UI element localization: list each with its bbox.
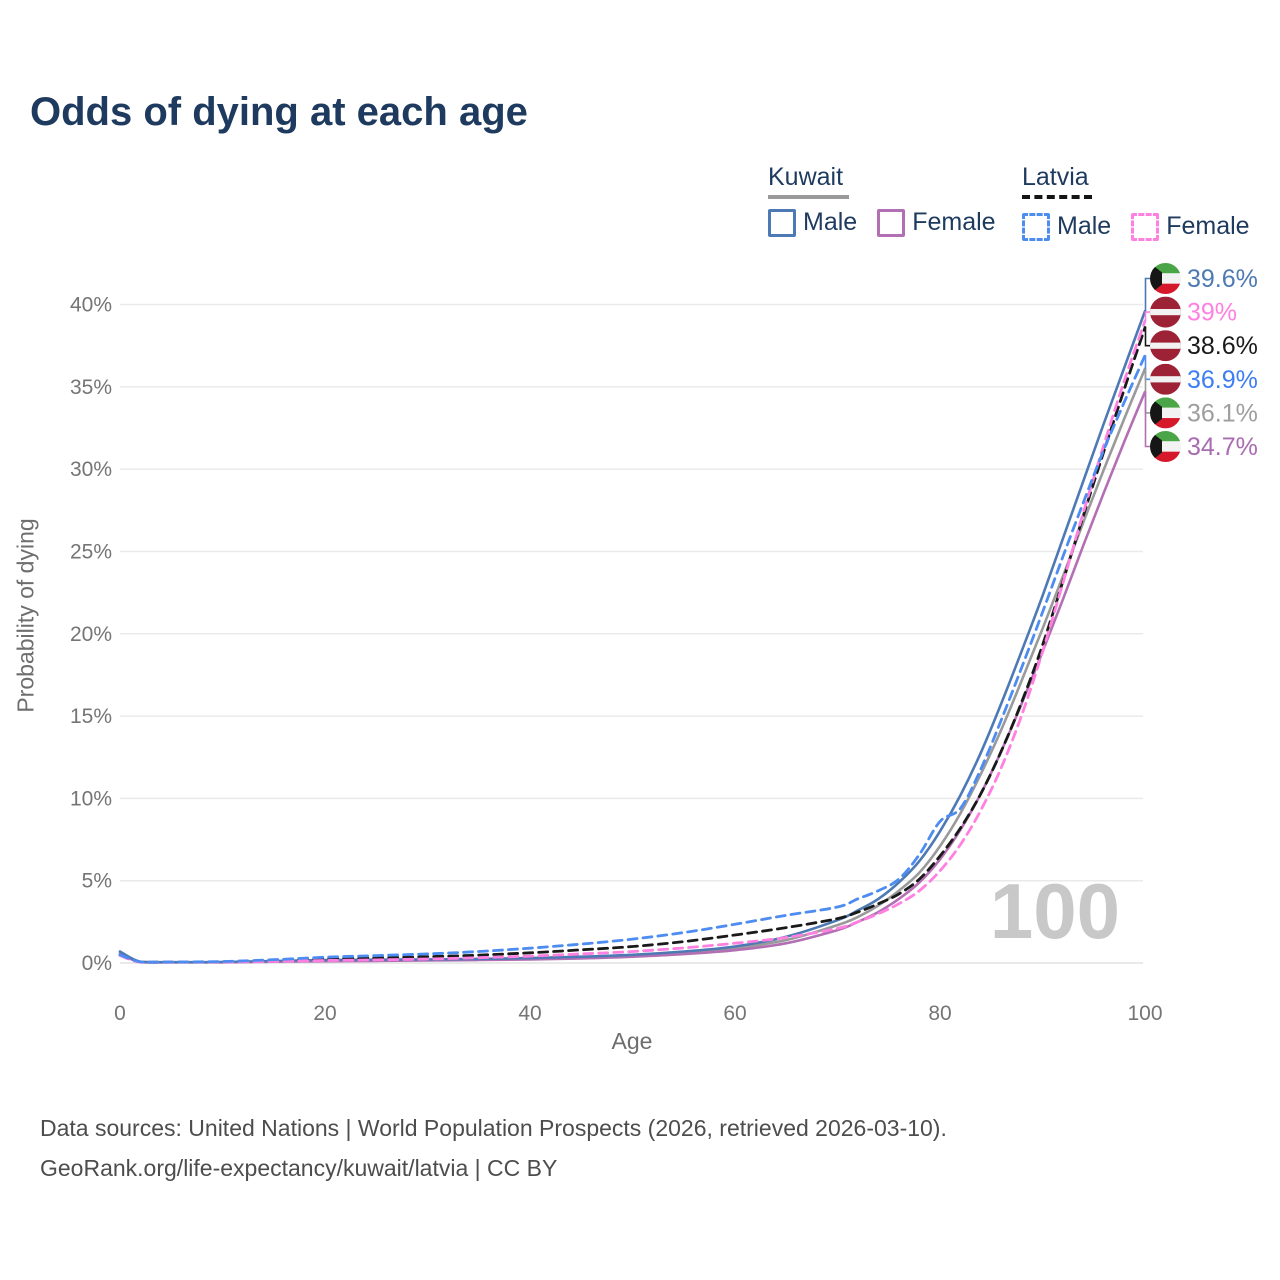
kuwait-flag-icon xyxy=(1150,397,1181,429)
legend-item-kuwait-female-label: Female xyxy=(912,208,996,236)
flag-stripes xyxy=(1150,263,1181,294)
flag-stripes xyxy=(1150,296,1181,328)
legend-group-latvia: Latvia Male Female xyxy=(1022,163,1270,241)
flag-stripe-red xyxy=(1150,418,1181,429)
watermark-hover-age: 100 xyxy=(989,867,1120,955)
footer-data-sources: Data sources: United Nations | World Pop… xyxy=(40,1115,947,1141)
series-line-kuwait-male[interactable] xyxy=(118,309,1147,964)
y-tick-label-5: 5% xyxy=(82,870,112,893)
kuwait-flag-icon xyxy=(1150,431,1181,462)
y-tick-label-30: 30% xyxy=(70,458,112,481)
y-tick-label-20: 20% xyxy=(70,623,112,646)
x-tick-label-100: 100 xyxy=(1127,1002,1162,1025)
latvia-male-swatch-icon xyxy=(1022,212,1050,241)
legend-group-kuwait-title: Kuwait xyxy=(768,163,844,191)
flag-stripes xyxy=(1150,330,1181,362)
y-tick-label-0: 0% xyxy=(82,952,112,975)
y-axis-title: Probability of dying xyxy=(12,518,39,713)
flag-stripe-white xyxy=(1150,376,1181,383)
x-tick-label-20: 20 xyxy=(313,1002,336,1025)
flag-stripe-white xyxy=(1150,309,1181,316)
legend-item-kuwait-male-label: Male xyxy=(803,208,858,236)
flag-stripe-white xyxy=(1150,342,1181,349)
flag-stripes xyxy=(1150,431,1181,462)
legend-item-latvia-male-label: Male xyxy=(1057,212,1112,240)
end-value-label-kuwait-both-sexes: 36.1% xyxy=(1187,399,1258,427)
x-tick-label-0: 0 xyxy=(114,1002,126,1025)
x-tick-label-60: 60 xyxy=(723,1002,746,1025)
x-tick-label-40: 40 xyxy=(518,1002,541,1025)
y-tick-label-40: 40% xyxy=(70,294,112,317)
end-label-connector xyxy=(1144,391,1150,448)
flag-stripe-white xyxy=(1150,441,1181,452)
latvia-flag-icon xyxy=(1150,330,1181,362)
latvia-combined-line-swatch-icon xyxy=(1022,195,1092,203)
footer-attribution-link: GeoRank.org/life-expectancy/kuwait/latvi… xyxy=(40,1155,558,1181)
kuwait-flag-icon xyxy=(1150,263,1181,294)
flag-stripe-green xyxy=(1150,263,1181,274)
flag-stripe-red xyxy=(1150,451,1181,462)
latvia-flag-icon xyxy=(1150,363,1181,395)
flag-hoist-trapezoid xyxy=(1150,397,1162,429)
latvia-female-swatch-icon xyxy=(1131,212,1160,241)
x-tick-label-80: 80 xyxy=(928,1002,951,1025)
y-tick-label-25: 25% xyxy=(70,540,112,563)
flag-stripe-white xyxy=(1150,273,1181,284)
legend-group-latvia-title: Latvia xyxy=(1022,163,1089,191)
flag-stripe-green xyxy=(1150,397,1181,408)
flag-stripe-red xyxy=(1150,283,1181,294)
end-value-label-latvia-male: 36.9% xyxy=(1187,366,1258,394)
page-title: Odds of dying at each age xyxy=(30,90,528,134)
legend-group-kuwait-items: Male Female xyxy=(768,208,1016,237)
end-value-label-latvia-female: 39% xyxy=(1187,299,1237,327)
y-tick-label-35: 35% xyxy=(70,376,112,399)
series-line-latvia-male[interactable] xyxy=(118,354,1147,964)
end-value-label-kuwait-male: 39.6% xyxy=(1187,265,1258,293)
legend-item-latvia-female[interactable]: Female xyxy=(1131,212,1250,241)
flag-stripes xyxy=(1150,363,1181,395)
y-tick-label-10: 10% xyxy=(70,787,112,810)
footer: Data sources: United Nations | World Pop… xyxy=(40,1108,947,1188)
legend-item-latvia-male[interactable]: Male xyxy=(1022,212,1111,241)
series-line-latvia-female[interactable] xyxy=(118,319,1147,964)
end-label-connector xyxy=(1144,277,1150,312)
kuwait-female-swatch-icon xyxy=(877,208,906,237)
x-axis-title: Age xyxy=(611,1028,653,1054)
legend-group-kuwait-header: Kuwait xyxy=(768,163,1016,199)
flag-stripe-white xyxy=(1150,407,1181,419)
legend-group-latvia-header: Latvia xyxy=(1022,163,1270,203)
latvia-flag-icon xyxy=(1150,296,1181,328)
flag-stripes xyxy=(1150,397,1181,429)
legend-group-latvia-items: Male Female xyxy=(1022,212,1270,241)
legend-group-kuwait: Kuwait Male Female xyxy=(768,163,1016,237)
y-tick-label-15: 15% xyxy=(70,705,112,728)
flag-stripe-green xyxy=(1150,431,1181,442)
legend-item-kuwait-male[interactable]: Male xyxy=(768,208,857,237)
flag-hoist-trapezoid xyxy=(1150,263,1162,294)
legend-item-latvia-female-label: Female xyxy=(1166,212,1250,240)
kuwait-combined-line-swatch-icon xyxy=(768,195,849,199)
end-value-label-kuwait-female: 34.7% xyxy=(1187,433,1258,461)
end-label-connector xyxy=(1144,311,1150,321)
legend-item-kuwait-female[interactable]: Female xyxy=(877,208,996,237)
end-label-connector xyxy=(1144,327,1150,347)
flag-hoist-trapezoid xyxy=(1150,431,1162,462)
end-value-label-latvia-both-sexes: 38.6% xyxy=(1187,332,1258,360)
kuwait-male-swatch-icon xyxy=(768,208,796,237)
